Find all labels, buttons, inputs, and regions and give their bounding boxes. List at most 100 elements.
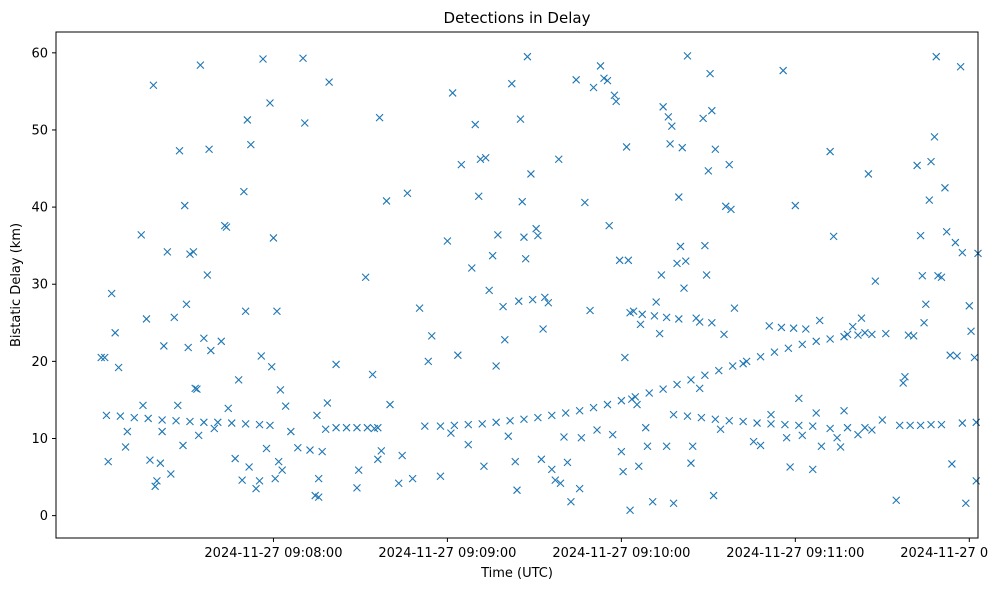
data-point-marker	[97, 353, 106, 362]
data-point-marker	[123, 427, 132, 436]
y-tick-label: 30	[31, 278, 48, 293]
data-point-marker	[306, 446, 314, 454]
data-point-marker	[377, 446, 386, 455]
data-point-marker	[485, 286, 494, 295]
data-point-marker	[589, 83, 598, 92]
data-point-marker	[765, 321, 774, 330]
data-point-marker	[706, 69, 714, 78]
data-point-marker	[403, 189, 412, 198]
plot-frame	[55, 31, 979, 539]
data-point-marker	[394, 479, 403, 488]
data-point-marker	[159, 342, 168, 350]
data-point-marker	[678, 143, 687, 152]
data-point-marker	[610, 91, 619, 100]
data-point-marker	[700, 371, 709, 380]
data-point-marker	[239, 187, 248, 196]
data-point-marker	[634, 462, 643, 471]
data-point-marker	[645, 389, 654, 397]
data-point-marker	[191, 384, 200, 393]
data-point-marker	[368, 370, 377, 379]
data-point-marker	[481, 153, 490, 162]
data-point-marker	[521, 254, 530, 263]
data-point-marker	[507, 79, 516, 88]
data-point-marker	[375, 113, 384, 122]
data-point-marker	[953, 352, 962, 360]
data-point-marker	[561, 409, 570, 417]
data-point-marker	[318, 447, 327, 456]
data-point-marker	[857, 314, 866, 323]
data-point-marker	[194, 431, 203, 440]
data-point-marker	[300, 119, 309, 127]
data-point-marker	[681, 257, 690, 265]
data-point-marker	[528, 295, 537, 304]
data-point-marker	[217, 337, 226, 346]
data-point-marker	[241, 419, 250, 428]
data-point-marker	[812, 409, 821, 417]
data-point-marker	[252, 484, 260, 493]
data-point-marker	[782, 433, 791, 442]
x-tick-label: 2024-11-27 09:08:00	[204, 546, 342, 561]
data-point-marker	[657, 271, 666, 279]
data-point-marker	[854, 331, 862, 340]
data-point-marker	[493, 230, 502, 239]
data-point-marker	[453, 351, 462, 360]
data-point-marker	[149, 81, 158, 90]
data-point-marker	[779, 66, 788, 75]
data-point-marker	[107, 289, 116, 298]
data-point-marker	[620, 353, 629, 362]
data-point-marker	[753, 419, 761, 427]
data-point-marker	[920, 318, 928, 327]
data-point-marker	[958, 248, 967, 257]
data-point-marker	[332, 423, 340, 432]
data-point-marker	[436, 472, 445, 481]
data-point-marker	[533, 413, 542, 422]
data-point-marker	[972, 418, 981, 427]
data-point-marker	[688, 442, 697, 451]
data-point-marker	[262, 444, 271, 453]
data-point-marker	[906, 421, 915, 430]
data-point-marker	[408, 474, 417, 483]
data-point-marker	[189, 247, 198, 256]
data-point-marker	[572, 75, 581, 84]
data-point-marker	[864, 170, 873, 178]
data-point-marker	[137, 230, 146, 239]
data-point-marker	[826, 147, 835, 156]
data-point-marker	[948, 460, 956, 468]
data-point-marker	[293, 443, 302, 452]
data-point-marker	[756, 352, 765, 361]
data-point-marker	[840, 332, 848, 341]
data-point-marker	[281, 402, 290, 410]
data-point-marker	[789, 324, 798, 333]
data-point-marker	[286, 427, 295, 436]
data-point-marker	[539, 325, 547, 333]
data-point-marker	[626, 506, 634, 515]
data-point-marker	[213, 418, 222, 427]
data-point-marker	[386, 400, 394, 409]
data-point-marker	[603, 400, 612, 409]
data-point-marker	[843, 423, 852, 432]
data-point-marker	[699, 114, 708, 123]
data-point-marker	[666, 139, 674, 148]
data-point-marker	[916, 231, 925, 240]
data-point-marker	[130, 413, 139, 422]
data-point-marker	[111, 328, 120, 337]
data-point-marker	[153, 477, 161, 485]
data-point-marker	[179, 441, 187, 450]
data-point-marker	[676, 242, 685, 251]
data-point-marker	[266, 99, 274, 107]
data-point-marker	[777, 323, 786, 332]
data-point-marker	[116, 412, 125, 421]
data-point-marker	[901, 372, 909, 381]
data-point-marker	[749, 437, 758, 446]
data-point-marker	[100, 353, 109, 362]
data-point-marker	[596, 62, 605, 70]
data-point-marker	[921, 300, 930, 309]
data-point-marker	[448, 89, 457, 97]
data-point-marker	[586, 306, 594, 315]
data-point-marker	[255, 420, 264, 429]
data-point-marker	[241, 307, 250, 316]
data-point-marker	[257, 352, 266, 360]
data-point-marker	[415, 304, 424, 313]
data-point-marker	[899, 379, 908, 387]
data-point-marker	[767, 410, 775, 419]
